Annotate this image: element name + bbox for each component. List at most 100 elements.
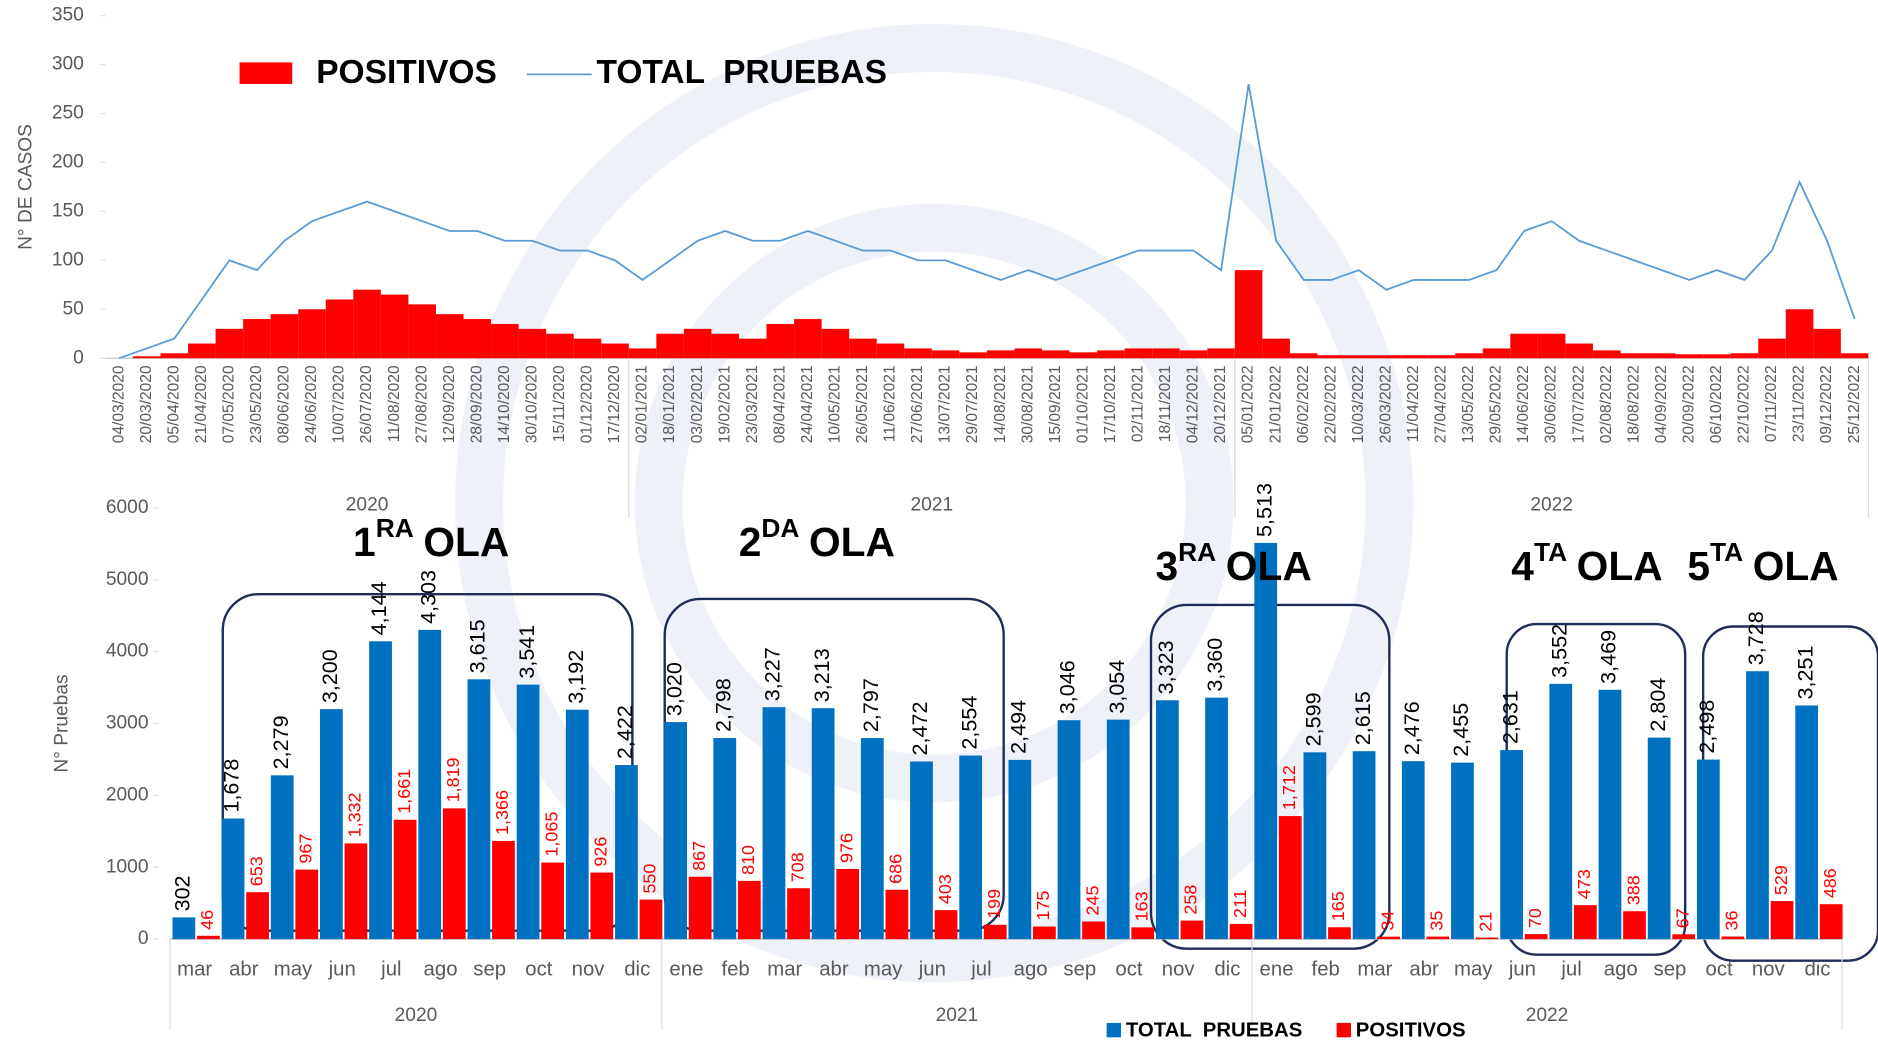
positive-bar <box>628 348 657 359</box>
bar <box>885 889 909 940</box>
value-label: 3,227 <box>760 647 785 701</box>
x-tick-label: 04/03/2020 <box>110 365 127 443</box>
y-tick-label: 150 <box>52 200 84 221</box>
bar <box>344 843 368 940</box>
year-label: 2020 <box>346 495 389 516</box>
wave-number: 3 <box>1156 543 1179 589</box>
positive-bar <box>959 352 987 359</box>
bar <box>1475 937 1499 940</box>
bar <box>1500 750 1523 940</box>
bar <box>246 892 269 940</box>
x-tick-label: 06/02/2022 <box>1295 365 1312 443</box>
x-tick-label: oct <box>1115 959 1143 981</box>
positive-bar <box>408 304 436 359</box>
value-label: 5,513 <box>1251 483 1276 537</box>
year-label: 2022 <box>1526 1005 1569 1026</box>
x-tick-label: jul <box>380 959 401 981</box>
value-label: 21 <box>1476 912 1496 932</box>
wave-number: 5 <box>1687 543 1710 589</box>
x-tick-label: 07/05/2020 <box>220 365 237 443</box>
watermark <box>455 24 1414 983</box>
x-tick-label: 13/05/2022 <box>1460 365 1477 443</box>
value-label: 388 <box>1623 875 1643 905</box>
x-tick-label: 02/08/2022 <box>1598 365 1615 443</box>
y-tick-label: 250 <box>52 103 84 124</box>
positive-bar <box>1620 353 1649 359</box>
value-label: 46 <box>197 910 217 930</box>
x-tick-label: 25/12/2022 <box>1846 365 1863 443</box>
x-tick-label: 14/06/2022 <box>1515 365 1532 443</box>
y-tick-label: 100 <box>52 249 84 270</box>
wave-number: 4 <box>1511 543 1534 589</box>
value-label: 3,251 <box>1792 646 1817 700</box>
value-label: 211 <box>1230 889 1250 918</box>
y-tick-label: 4000 <box>106 641 149 662</box>
value-label: 163 <box>1132 891 1152 921</box>
x-tick-label: 30/10/2020 <box>523 365 540 443</box>
x-tick-label: dic <box>1214 959 1240 981</box>
x-tick-label: 30/08/2021 <box>1019 365 1036 443</box>
x-tick-label: 18/01/2021 <box>661 365 678 443</box>
bar <box>1573 905 1597 940</box>
value-label: 550 <box>640 864 660 894</box>
positive-bar <box>518 328 547 359</box>
value-label: 4,144 <box>366 581 391 635</box>
value-label: 36 <box>1722 911 1742 931</box>
bar <box>565 709 589 940</box>
bar <box>836 868 860 940</box>
positive-bar <box>986 350 1015 359</box>
positive-bar <box>656 333 684 359</box>
value-label: 2,279 <box>268 715 293 769</box>
value-label: 2,615 <box>1350 691 1375 745</box>
x-tick-label: 18/08/2022 <box>1625 365 1642 443</box>
x-tick-label: 24/06/2020 <box>303 365 320 443</box>
value-label: 1,678 <box>219 759 244 813</box>
value-label: 967 <box>296 834 316 864</box>
positive-bar <box>1427 355 1456 359</box>
x-tick-label: 22/10/2022 <box>1736 365 1753 443</box>
bar <box>1131 927 1155 940</box>
x-tick-label: mar <box>767 959 802 981</box>
y-tick-label: 2000 <box>106 784 149 805</box>
bar <box>1721 936 1745 940</box>
positive-bar <box>766 323 795 359</box>
legend-swatch <box>239 62 293 84</box>
x-tick-label: mar <box>177 959 212 981</box>
value-label: 810 <box>738 845 758 875</box>
bar <box>1819 904 1843 940</box>
positive-bar <box>1455 353 1483 359</box>
x-tick-label: 20/09/2022 <box>1680 365 1697 443</box>
positive-bar <box>1565 343 1593 359</box>
x-tick-label: jul <box>1560 959 1581 981</box>
x-tick-label: 21/04/2020 <box>193 365 210 443</box>
bar <box>762 707 786 940</box>
x-tick-label: 17/07/2022 <box>1570 365 1587 443</box>
wave-label: 1RA OLA <box>353 513 509 565</box>
x-tick-label: jul <box>970 959 991 981</box>
bar <box>737 880 761 940</box>
value-label: 2,804 <box>1645 678 1670 732</box>
value-label: 2,422 <box>612 705 637 759</box>
value-label: 3,192 <box>563 650 588 704</box>
bar <box>1303 752 1327 940</box>
value-label: 2,797 <box>858 678 883 732</box>
positive-bar <box>1179 350 1208 359</box>
y-axis-label: N° Pruebas <box>51 674 72 772</box>
wave-word: OLA <box>1577 543 1663 589</box>
value-label: 199 <box>984 889 1004 919</box>
x-tick-label: 26/03/2022 <box>1377 365 1394 443</box>
x-tick-label: abr <box>229 959 259 981</box>
value-label: 245 <box>1082 886 1102 916</box>
positive-bar <box>491 323 519 359</box>
positive-bar <box>1675 354 1704 359</box>
x-tick-label: 10/03/2022 <box>1350 365 1367 443</box>
positive-bar <box>1840 353 1869 359</box>
value-label: 473 <box>1574 869 1594 899</box>
bar <box>1155 700 1179 940</box>
wave-ordinal: RA <box>1178 537 1216 567</box>
bar <box>983 924 1007 940</box>
bar <box>910 761 933 940</box>
positive-bar <box>243 319 271 359</box>
bar <box>688 876 712 940</box>
